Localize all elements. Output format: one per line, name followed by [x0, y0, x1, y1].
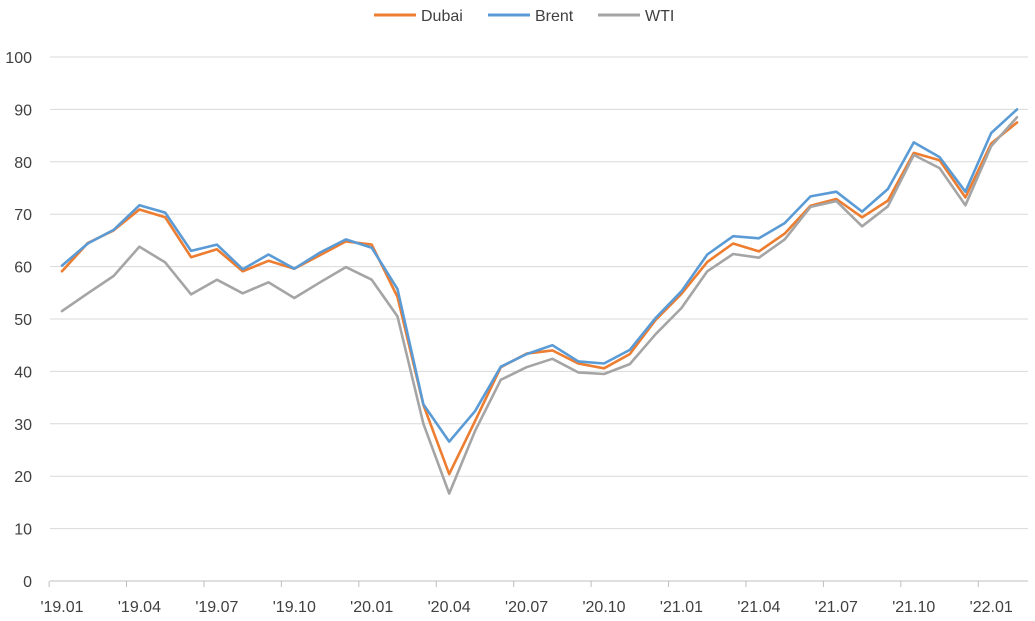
y-tick-label: 80: [14, 155, 32, 172]
x-tick-label: '21.10: [892, 599, 935, 616]
y-tick-label: 90: [14, 102, 32, 119]
y-tick-label: 70: [14, 207, 32, 224]
x-tick-label: '21.07: [815, 599, 858, 616]
series-line-brent: [60, 108, 1019, 443]
x-tick-label: '19.04: [118, 599, 161, 616]
y-tick-label: 60: [14, 260, 32, 277]
chart-gridlines: [50, 56, 1028, 530]
x-tick-label: '22.01: [970, 599, 1013, 616]
series-line-wti: [60, 116, 1019, 495]
chart-legend: Dubai Brent WTI: [374, 8, 674, 25]
x-tick-label: '20.01: [350, 599, 393, 616]
y-axis: 0 10 20 30 40 50 60 70 80 90 100: [5, 50, 32, 591]
y-tick-label: 30: [14, 417, 32, 434]
series-line-dubai: [60, 121, 1019, 476]
legend-label-dubai: Dubai: [421, 8, 463, 25]
legend-label-brent: Brent: [535, 8, 574, 25]
y-tick-label: 40: [14, 364, 32, 381]
x-tick-label: '20.04: [428, 599, 471, 616]
x-tick-label: '19.01: [40, 599, 83, 616]
x-axis: '19.01 '19.04 '19.07 '19.10 '20.01 '20.04 '20.…: [40, 580, 1028, 616]
x-tick-label: '21.01: [660, 599, 703, 616]
y-tick-label: 10: [14, 522, 32, 539]
x-tick-label: '19.07: [195, 599, 238, 616]
x-tick-label: '21.04: [737, 599, 780, 616]
y-tick-label: 100: [5, 50, 32, 67]
y-tick-label: 20: [14, 469, 32, 486]
x-tick-label: '20.07: [505, 599, 548, 616]
x-tick-label: '20.10: [582, 599, 625, 616]
y-tick-label: 50: [14, 312, 32, 329]
legend-label-wti: WTI: [645, 8, 674, 25]
y-tick-label: 0: [23, 574, 32, 591]
x-tick-label: '19.10: [273, 599, 316, 616]
chart-series: [60, 108, 1019, 495]
